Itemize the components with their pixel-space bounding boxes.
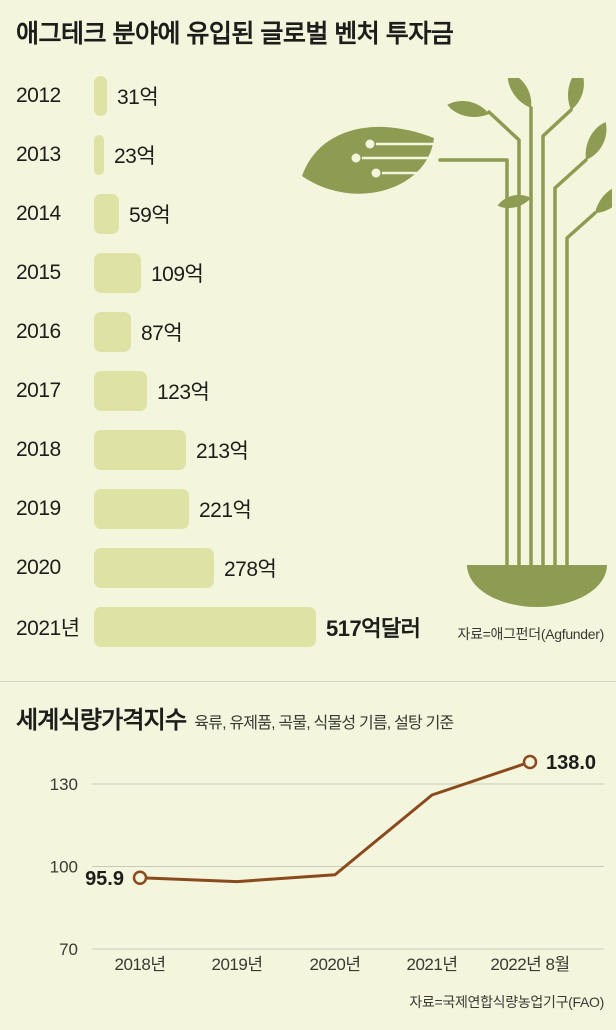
plant-stem: [565, 211, 597, 567]
y-axis-tick: 100: [50, 858, 78, 877]
bar: [94, 488, 189, 529]
bar-category-label: 2017: [16, 378, 61, 402]
food-index-title: 세계식량가격지수: [16, 707, 187, 734]
leaf-circuit-node: [351, 153, 361, 163]
small-leaf: [595, 184, 612, 213]
bar-value-label: 517억달러: [326, 615, 421, 641]
bar-row: 2020 278억: [16, 538, 456, 597]
bar-value-label: 31억: [117, 85, 159, 109]
plant-pot: [467, 565, 607, 607]
bar: [94, 134, 104, 175]
small-leaf: [585, 122, 607, 160]
plant-stem: [541, 108, 573, 567]
x-axis-tick: 2022년 8월: [490, 955, 569, 974]
bar-category-label: 2019: [16, 496, 61, 520]
bar-category-label: 2012: [16, 83, 61, 107]
bar-category-label: 2016: [16, 319, 61, 343]
small-leaf: [447, 101, 489, 117]
x-axis-tick: 2019년: [212, 955, 263, 974]
bar-row: 2018 213억: [16, 420, 456, 479]
food-index-line-chart: 70 100 130 95.9 138.0 2018년 2019년 2020년 2021년 202…: [50, 752, 604, 974]
bar-row: 2016 87억: [16, 302, 456, 361]
bar: [94, 75, 107, 116]
bar: [94, 429, 186, 470]
plant-stem: [438, 158, 509, 567]
bar-category-label: 2014: [16, 201, 61, 225]
bar-category-label: 2018: [16, 437, 61, 461]
bar-value-label: 109억: [151, 262, 204, 286]
y-axis-tick: 130: [50, 775, 78, 794]
food-index-header: 세계식량가격지수 육류, 유제품, 곡물, 식물성 기름, 설탕 기준: [16, 700, 612, 735]
food-index-line: [139, 760, 531, 884]
bar-value-label: 278억: [224, 557, 277, 581]
investment-bar-chart: 2012 31억 2013 23억 2014 59억 2015 109억 2016 87억 2017…: [16, 66, 456, 656]
section-divider: [0, 681, 616, 682]
bar: [94, 370, 147, 411]
investment-source: 자료=애그펀더(Agfunder): [457, 626, 604, 642]
bar-value-label: 87억: [141, 321, 183, 345]
bar: [94, 193, 119, 234]
bar-row: 2012 31억: [16, 66, 456, 125]
plant-stem: [553, 158, 588, 567]
x-axis-tick: 2018년: [115, 955, 166, 974]
small-leaf: [507, 78, 532, 108]
plant-stem: [487, 110, 521, 567]
bar-category-label: 2020: [16, 555, 61, 579]
bar-row: 2013 23억: [16, 125, 456, 184]
leaf-circuit-node: [371, 168, 381, 178]
bar-value-label: 221억: [199, 498, 252, 522]
bar-row: 2014 59억: [16, 184, 456, 243]
bar-category-label: 2021년: [16, 616, 80, 640]
leaf-circuit-node: [365, 139, 375, 149]
bar-value-label: 23억: [114, 144, 156, 168]
bar-value-label: 59억: [129, 203, 171, 227]
plant-circuit-illustration: [302, 78, 612, 607]
x-axis-tick: 2021년: [407, 955, 458, 974]
bar: [94, 311, 131, 352]
investment-chart-title: 애그테크 분야에 유입된 글로벌 벤처 투자금: [16, 20, 454, 48]
bar: [94, 252, 141, 293]
small-leaf: [568, 78, 584, 110]
bar-row: 2021년 517억달러: [16, 597, 456, 656]
end-value-label: 138.0: [546, 752, 596, 774]
bar-category-label: 2015: [16, 260, 61, 284]
bar-value-label: 123억: [157, 380, 210, 404]
data-point-marker: [132, 870, 148, 886]
big-leaf: [302, 126, 434, 194]
bar: [94, 547, 214, 588]
small-leaf: [497, 195, 531, 209]
y-axis-tick: 70: [59, 940, 78, 959]
data-point-marker: [522, 754, 538, 770]
bar-row: 2017 123억: [16, 361, 456, 420]
start-value-label: 95.9: [85, 868, 124, 890]
bar-value-label: 213억: [196, 439, 249, 463]
x-axis-tick: 2020년: [310, 955, 361, 974]
food-index-source: 자료=국제연합식량농업기구(FAO): [409, 994, 604, 1010]
bar-row: 2019 221억: [16, 479, 456, 538]
bar-row: 2015 109억: [16, 243, 456, 302]
bar: [94, 606, 316, 647]
food-index-subtitle: 육류, 유제품, 곡물, 식물성 기름, 설탕 기준: [194, 715, 454, 732]
bar-category-label: 2013: [16, 142, 61, 166]
